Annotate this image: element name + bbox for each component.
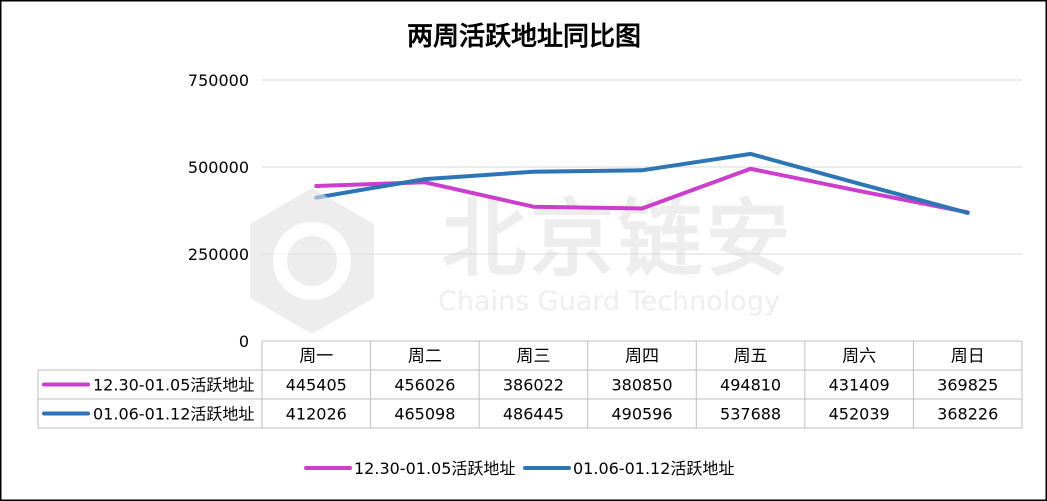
category-label: 周二: [408, 347, 442, 367]
table-value-cell: 456026: [394, 376, 455, 395]
category-label: 周六: [842, 347, 876, 367]
series-lines: [314, 151, 970, 215]
table-series-name: 12.30-01.05活跃地址: [93, 376, 254, 395]
category-label: 周五: [734, 347, 768, 367]
legend-label: 12.30-01.05活跃地址: [354, 459, 515, 478]
series-line-1: [314, 166, 970, 215]
legend: 12.30-01.05活跃地址 01.06-01.12活跃地址: [304, 459, 734, 478]
table-value-cell: 386022: [503, 376, 564, 395]
legend-item: 12.30-01.05活跃地址: [304, 459, 515, 478]
data-table: 周一 周二 周三 周四 周五 周六 周日 12.30-01.05活跃地址 445405 45602…: [37, 340, 1023, 429]
table-value-cell: 465098: [394, 405, 455, 424]
table-value-cell: 369825: [937, 376, 998, 395]
table-series-name: 01.06-01.12活跃地址: [93, 405, 254, 424]
watermark-gear-icon: [273, 222, 351, 300]
watermark-en: Chains Guard Technology: [438, 286, 780, 317]
y-tick-label: 250000: [188, 245, 249, 264]
table-value-cell: 412026: [286, 405, 347, 424]
table-value-cell: 368226: [937, 405, 998, 424]
y-tick-label: 0: [239, 332, 249, 351]
series-line-2: [314, 151, 970, 215]
category-label: 周三: [516, 347, 550, 367]
y-tick-label: 750000: [188, 71, 249, 90]
table-value-cell: 494810: [720, 376, 781, 395]
legend-label: 01.06-01.12活跃地址: [573, 459, 734, 478]
table-value-cell: 431409: [829, 376, 890, 395]
table-value-cell: 490596: [611, 405, 672, 424]
legend-item: 01.06-01.12活跃地址: [523, 459, 734, 478]
watermark-hexagon-icon: [250, 188, 374, 334]
table-value-cell: 380850: [611, 376, 672, 395]
table-value-cell: 486445: [503, 405, 564, 424]
watermark-logo: [250, 188, 374, 334]
category-label: 周四: [625, 347, 659, 367]
table-value-cell: 445405: [286, 376, 347, 395]
watermark-cn: 北京链安: [442, 190, 794, 288]
y-tick-label: 500000: [188, 158, 249, 177]
table-value-cell: 537688: [720, 405, 781, 424]
category-label: 周一: [299, 347, 333, 367]
category-label: 周日: [951, 347, 985, 367]
chart-title: 两周活跃地址同比图: [407, 22, 641, 52]
y-axis: 0 250000 500000 750000: [188, 71, 249, 351]
grid: [262, 79, 1022, 255]
table-value-cell: 452039: [829, 405, 890, 424]
